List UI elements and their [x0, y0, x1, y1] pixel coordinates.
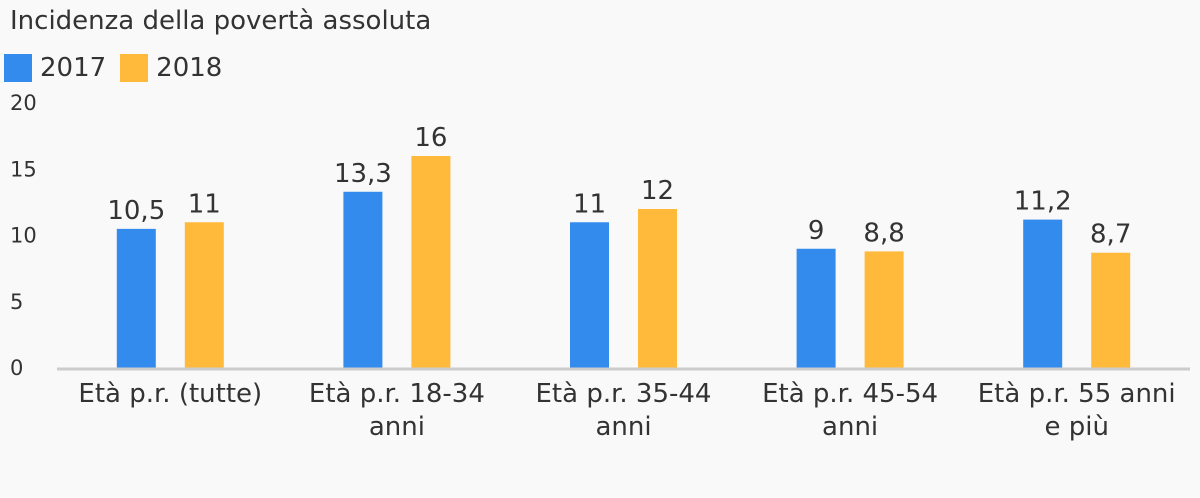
legend-item-2018[interactable]: 2018 [120, 53, 222, 83]
data-label-2018: 8,8 [863, 218, 904, 248]
data-label-2018: 11 [188, 189, 221, 219]
y-tick-label: 5 [10, 290, 23, 314]
y-tick-label: 15 [10, 157, 37, 181]
x-category-label: anni [595, 412, 651, 442]
data-label-2018: 12 [641, 176, 674, 206]
x-category-label: Età p.r. 55 anni [978, 379, 1176, 409]
legend: 2017 2018 [4, 52, 236, 84]
data-label-2017: 9 [808, 216, 825, 246]
bar-2018 [864, 251, 904, 368]
x-category-label: e più [1044, 412, 1108, 442]
y-tick-label: 0 [10, 356, 23, 380]
bar-2017 [796, 248, 836, 368]
data-label-2018: 8,7 [1090, 220, 1131, 250]
legend-item-2017[interactable]: 2017 [4, 53, 106, 83]
bar-2017 [570, 222, 609, 368]
bar-2018 [1091, 252, 1131, 368]
x-category-label: Età p.r. 45-54 [762, 379, 938, 409]
x-category-label: anni [822, 412, 878, 442]
x-category-label: Età p.r. 35-44 [536, 379, 712, 409]
y-tick-label: 20 [10, 91, 37, 115]
data-label-2018: 16 [414, 123, 447, 153]
bar-2018 [184, 222, 224, 368]
data-label-2017: 11 [573, 189, 606, 219]
legend-label-2018: 2018 [156, 53, 223, 83]
bar-2017 [343, 191, 383, 368]
bar-2017 [1023, 219, 1063, 368]
bar-2018 [638, 209, 677, 368]
legend-swatch-2018 [120, 54, 149, 82]
bar-2017 [116, 228, 156, 368]
chart-title: Incidenza della povertà assoluta [10, 6, 432, 36]
legend-label-2017: 2017 [40, 53, 107, 83]
data-label-2017: 13,3 [334, 159, 392, 189]
legend-swatch-2017 [4, 54, 32, 82]
y-tick-label: 10 [10, 224, 37, 248]
x-category-label: anni [369, 412, 425, 442]
data-label-2017: 11,2 [1014, 187, 1072, 217]
x-category-label: Età p.r. 18-34 [309, 379, 485, 409]
data-label-2017: 10,5 [107, 196, 165, 226]
x-category-label: Età p.r. (tutte) [78, 379, 262, 409]
bar-2018 [411, 156, 451, 368]
